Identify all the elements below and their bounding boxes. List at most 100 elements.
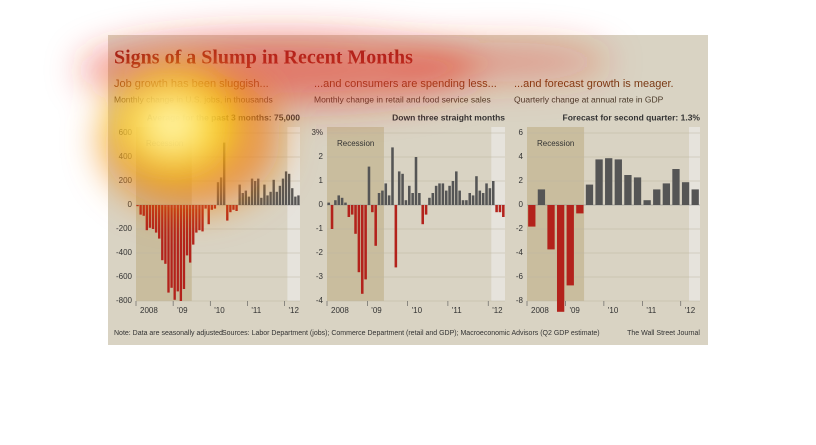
panel-subtitle: Quarterly change at annual rate in GDP xyxy=(514,94,664,104)
y-tick-label: -2 xyxy=(316,248,324,257)
bar xyxy=(468,193,472,205)
y-tick-label: 600 xyxy=(119,128,133,137)
bar xyxy=(260,197,263,205)
bar xyxy=(294,196,297,205)
bar xyxy=(344,202,347,205)
shade-label: Recession xyxy=(337,139,374,148)
bar xyxy=(207,205,210,225)
bar xyxy=(495,205,498,213)
bar xyxy=(195,205,198,233)
y-tick-label: 400 xyxy=(119,152,133,161)
bar xyxy=(357,205,361,273)
y-tick-label: -400 xyxy=(116,248,133,257)
bar xyxy=(275,191,278,205)
y-tick-label: -800 xyxy=(116,296,133,305)
x-tick-label: '11 xyxy=(646,306,656,315)
bar xyxy=(441,183,445,205)
bar xyxy=(170,205,173,288)
annotation: Forecast for second quarter: 1.3% xyxy=(563,112,701,122)
bar xyxy=(151,205,155,229)
y-tick-label: 6 xyxy=(519,128,524,137)
bar xyxy=(327,202,330,205)
y-tick-label: 0 xyxy=(519,200,524,209)
y-tick-label: -3 xyxy=(316,272,324,281)
y-tick-label: 0 xyxy=(319,200,324,209)
bar xyxy=(458,190,461,205)
bar xyxy=(219,177,223,205)
y-tick-label: 2 xyxy=(519,176,524,185)
bar xyxy=(247,196,251,205)
bar xyxy=(481,193,485,205)
bar xyxy=(451,181,455,205)
x-tick-label: '09 xyxy=(569,306,580,315)
sources: Sources: Labor Department (jobs); Commer… xyxy=(222,330,600,337)
bar xyxy=(367,166,371,205)
bar xyxy=(354,205,357,234)
bar xyxy=(216,182,220,205)
bar xyxy=(537,189,546,205)
annotation: Down three straight months xyxy=(392,112,505,122)
bar xyxy=(371,205,374,213)
bar xyxy=(158,205,161,239)
bar xyxy=(360,205,364,294)
bar xyxy=(287,173,291,205)
bar xyxy=(614,159,622,205)
bar xyxy=(444,190,448,205)
bar xyxy=(340,197,344,205)
x-tick-label: '10 xyxy=(214,306,225,315)
panel-title: Job growth has been sluggish... xyxy=(114,78,269,90)
y-tick-label: 3% xyxy=(311,128,323,137)
bar xyxy=(653,189,661,205)
bar xyxy=(364,205,367,280)
bar xyxy=(204,205,207,209)
bar xyxy=(681,182,690,205)
bar xyxy=(145,205,149,231)
bar xyxy=(662,183,671,205)
bar xyxy=(576,205,584,214)
shade-label: Recession xyxy=(146,139,183,148)
x-tick-label: '09 xyxy=(371,306,382,315)
bar xyxy=(465,200,468,205)
x-tick-label: 2008 xyxy=(331,306,349,315)
chart-title: Signs of a Slump in Recent Months xyxy=(114,47,413,69)
bar xyxy=(434,185,438,205)
note: Note: Data are seasonally adjusted xyxy=(114,330,223,337)
bar xyxy=(411,193,414,205)
y-tick-label: -6 xyxy=(516,272,524,281)
bar xyxy=(154,205,158,233)
bar xyxy=(330,205,334,229)
bar xyxy=(475,176,478,205)
bar xyxy=(226,205,229,221)
bar xyxy=(269,191,272,205)
y-tick-label: -2 xyxy=(516,224,524,233)
bar xyxy=(424,205,428,215)
bar xyxy=(167,205,170,293)
y-tick-label: -4 xyxy=(516,248,524,257)
bar xyxy=(408,185,411,205)
bar xyxy=(377,193,381,205)
bar xyxy=(136,205,139,207)
x-tick-label: 2008 xyxy=(531,306,549,315)
x-tick-label: '11 xyxy=(251,306,261,315)
bar xyxy=(210,205,213,210)
bar xyxy=(164,205,167,264)
bar xyxy=(229,205,232,213)
bar xyxy=(556,205,565,312)
panel-title: ...and forecast growth is meager. xyxy=(514,78,674,90)
y-tick-label: -600 xyxy=(116,272,133,281)
bar xyxy=(198,205,201,231)
bar xyxy=(250,178,254,205)
bar xyxy=(643,200,651,205)
bar xyxy=(263,184,266,205)
bar xyxy=(428,197,431,205)
bar xyxy=(498,205,502,213)
bar xyxy=(624,175,632,205)
bar xyxy=(418,193,421,205)
x-tick-label: '12 xyxy=(685,306,696,315)
bar xyxy=(471,195,475,205)
bar xyxy=(297,195,300,205)
bar xyxy=(179,205,183,301)
recent-shade xyxy=(491,127,505,301)
bar xyxy=(404,200,408,205)
bar xyxy=(272,179,275,205)
